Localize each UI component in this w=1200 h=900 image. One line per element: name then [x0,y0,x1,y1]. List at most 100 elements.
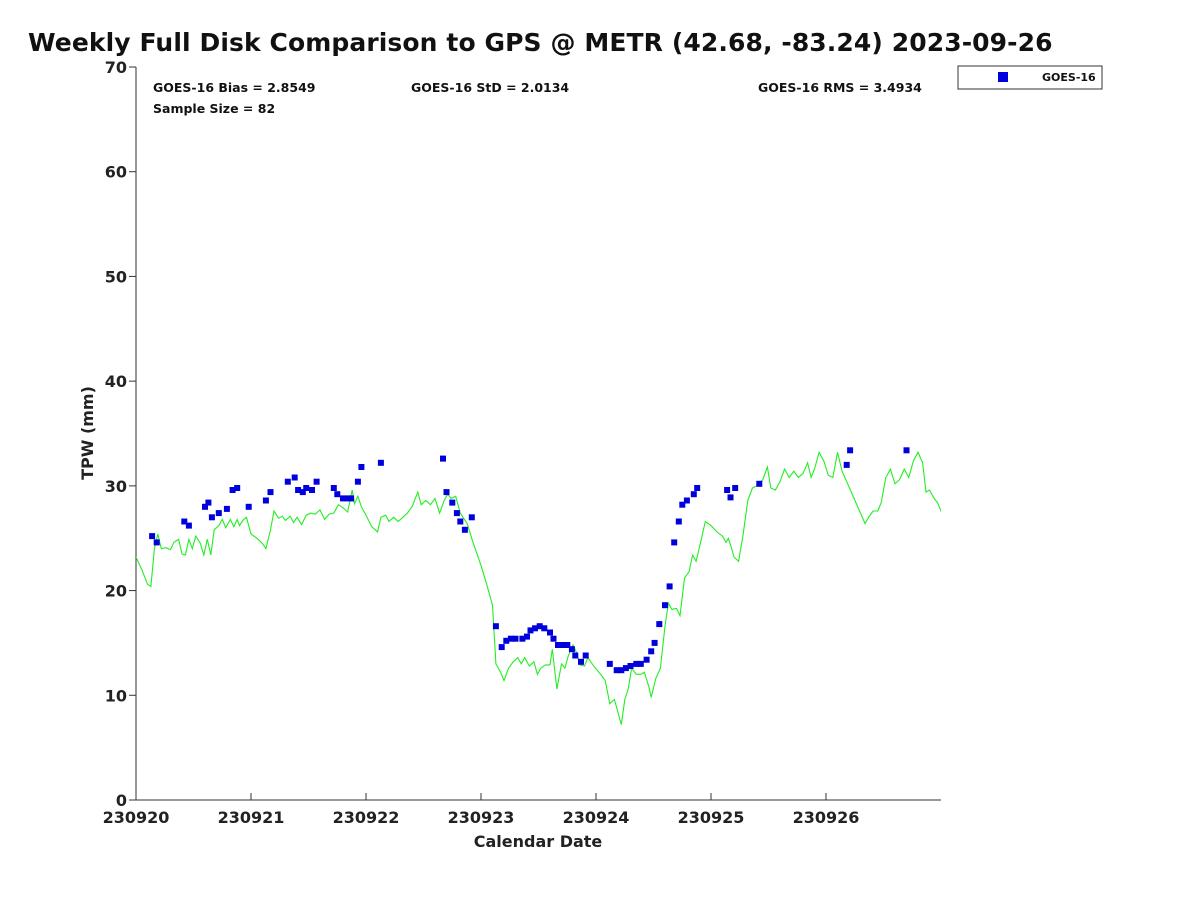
data-point [618,667,625,674]
data-point [453,510,460,517]
legend: GOES-16 [957,65,1103,90]
data-point [449,499,456,506]
data-point [613,667,620,674]
data-point [675,518,682,525]
data-point [377,459,384,466]
data-point [262,497,269,504]
data-point [541,625,548,632]
data-point [185,522,192,529]
y-axis-title: TPW (mm) [78,386,97,480]
data-point [606,660,613,667]
data-point [295,487,302,493]
data-point [683,497,690,504]
x-tick-label: 230923 [448,808,515,827]
legend-marker [998,72,1008,82]
y-axis: 0 10 20 30 40 50 60 70 [105,58,136,810]
series-layer [136,447,941,725]
data-point [555,642,561,648]
legend-box [957,65,1103,90]
data-point [524,633,530,640]
data-point [564,642,571,648]
data-point [498,644,505,651]
data-point [313,478,320,485]
data-point [578,658,584,665]
data-point [181,518,188,525]
data-point [443,489,450,496]
data-point [727,494,734,501]
data-point [468,514,475,521]
data-point [671,539,678,546]
data-point [348,495,355,502]
data-point [847,447,854,454]
data-point [507,635,514,642]
x-axis-title: Calendar Date [474,832,603,851]
data-point [572,652,579,659]
data-point [234,485,241,491]
data-point [756,480,763,487]
data-point [694,485,701,491]
y-tick-label: 70 [105,58,127,77]
data-point [354,478,361,485]
data-point [532,625,538,632]
x-tick-label: 230924 [563,808,630,827]
x-tick-label: 230926 [793,808,860,827]
data-point [637,660,644,667]
data-point [299,489,306,496]
data-point [690,491,697,498]
data-point [724,487,731,493]
data-point [202,503,208,510]
data-point [440,455,446,462]
x-axis: 230920 230921 230922 230923 230924 230925 2309… [103,793,860,827]
data-point [503,637,510,644]
data-point [358,464,365,470]
data-point [903,447,910,454]
x-tick-label: 230925 [678,808,745,827]
data-point [492,623,499,630]
data-point [643,656,650,663]
legend-label: GOES-16 [1042,71,1096,84]
data-point [662,602,668,609]
plot-frame [135,67,941,801]
x-tick-label: 230921 [218,808,285,827]
data-point [656,621,663,628]
data-point [512,635,519,642]
data-point [215,510,222,517]
y-tick-label: 40 [105,372,127,391]
data-point [633,660,640,667]
y-tick-label: 20 [105,582,127,601]
y-tick-label: 50 [105,267,127,286]
data-point [334,491,341,498]
y-tick-label: 0 [116,791,127,810]
data-point [344,495,351,502]
x-tick-label: 230920 [103,808,170,827]
std-stat: GOES-16 StD = 2.0134 [411,80,569,95]
data-point [527,627,534,634]
data-point [732,485,739,491]
data-point [666,583,673,590]
data-point [843,461,850,468]
data-point [519,635,526,642]
y-tick-label: 10 [105,686,127,705]
sample-size-stat: Sample Size = 82 [153,101,275,116]
data-point [330,485,337,491]
data-point [648,648,655,655]
data-point [559,642,566,648]
data-point [245,503,252,510]
data-point [627,663,634,669]
y-tick-label: 60 [105,163,127,182]
data-point [622,665,629,672]
data-point [267,489,274,496]
data-point [309,487,315,493]
data-point [582,652,589,659]
data-point [679,501,686,508]
bias-stat: GOES-16 Bias = 2.8549 [153,80,315,95]
rms-stat: GOES-16 RMS = 3.4934 [758,80,922,95]
data-point [461,526,468,533]
data-point [457,518,464,525]
data-point [547,629,553,636]
data-point [205,499,212,506]
data-point [223,505,230,512]
data-point [284,478,291,485]
series-line [136,450,941,725]
